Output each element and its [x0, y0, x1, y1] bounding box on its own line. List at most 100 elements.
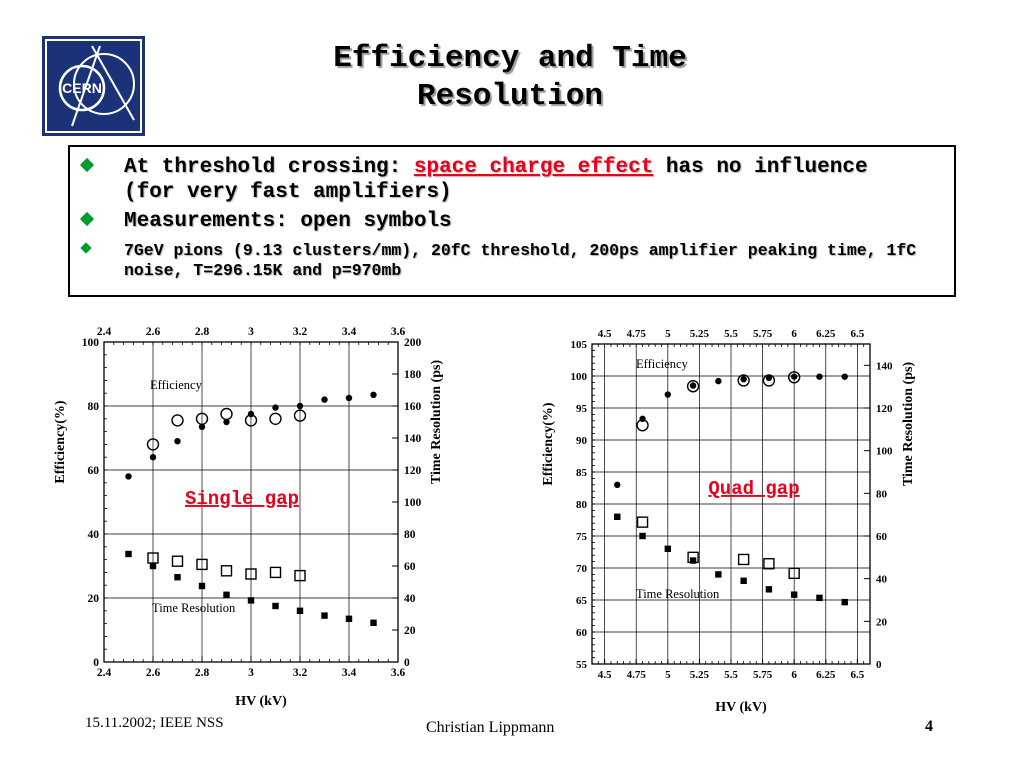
time-resolution-point-open — [788, 567, 800, 580]
efficiency-point-filled — [740, 376, 747, 383]
y-tick-label: 60 — [88, 465, 100, 477]
efficiency-point-open — [171, 414, 184, 427]
x-tick-label: 3.2 — [293, 667, 308, 679]
y-tick-label: 85 — [576, 467, 588, 479]
y-tick-label: 95 — [576, 403, 588, 415]
y2-tick-label: 100 — [876, 446, 893, 458]
time-resolution-point-filled — [247, 597, 255, 604]
x-tick-label-top: 6 — [791, 328, 797, 340]
bullet-box: At threshold crossing: space charge effe… — [68, 145, 956, 297]
y-tick-label: 65 — [576, 595, 588, 607]
efficiency-point-open — [146, 438, 160, 451]
y2-tick-label: 80 — [404, 529, 416, 541]
y-tick-label: 105 — [571, 339, 588, 351]
time-resolution-point-filled — [174, 574, 181, 581]
efficiency-point-filled — [841, 373, 848, 380]
efficiency-point-filled — [715, 377, 722, 385]
time-resolution-annotation: Time Resolution — [636, 587, 720, 601]
y-tick-label: 75 — [576, 531, 588, 543]
efficiency-point-open — [686, 380, 700, 393]
efficiency-point-filled — [223, 418, 230, 426]
efficiency-point-open — [195, 412, 209, 426]
y2-tick-label: 40 — [404, 593, 416, 605]
x-tick-label: 2.8 — [195, 667, 210, 679]
single-gap-chart: 2.42.42.62.62.82.8333.23.23.43.43.63.602… — [53, 326, 444, 709]
x-tick-label: 2.6 — [146, 667, 161, 679]
cern-logo-graphic: CERN — [45, 39, 142, 133]
efficiency-point-filled — [664, 391, 672, 398]
y-axis-label: Efficiency(%) — [541, 402, 556, 486]
cern-logo-text: CERN — [62, 80, 102, 96]
time-resolution-point-filled — [272, 602, 279, 610]
efficiency-point-open — [762, 374, 776, 387]
efficiency-point-filled — [272, 404, 279, 411]
x-tick-label-top: 5.5 — [724, 328, 738, 340]
time-resolution-point-open — [147, 552, 159, 564]
y-tick-label: 55 — [576, 659, 588, 671]
x-tick-label-top: 5.25 — [690, 328, 710, 340]
x-tick-label-top: 4.75 — [627, 328, 647, 340]
time-resolution-point-open — [220, 565, 233, 577]
time-resolution-point-filled — [790, 591, 798, 598]
x-tick-label-top: 3.4 — [342, 326, 357, 338]
y-tick-label: 100 — [82, 337, 100, 349]
x-tick-label-top: 2.6 — [146, 326, 161, 338]
efficiency-point-filled — [125, 473, 132, 480]
y-tick-label: 60 — [576, 627, 588, 639]
efficiency-point-filled — [174, 438, 181, 445]
efficiency-point-filled — [790, 373, 798, 380]
y2-tick-label: 200 — [404, 337, 422, 349]
time-resolution-point-filled — [715, 571, 722, 578]
x-tick-label-top: 6.5 — [850, 328, 864, 340]
time-resolution-point-filled — [614, 513, 621, 520]
efficiency-point-filled — [614, 481, 621, 488]
y2-tick-label: 140 — [876, 360, 893, 372]
x-tick-label: 5.25 — [690, 669, 710, 681]
y2-tick-label: 140 — [404, 433, 422, 445]
efficiency-point-filled — [765, 374, 773, 382]
slide-title: Efficiency and Time Resolution — [180, 40, 840, 116]
y-tick-label: 40 — [88, 529, 100, 541]
x-tick-label-top: 2.4 — [97, 326, 112, 338]
time-resolution-point-open — [171, 555, 184, 567]
y-tick-label: 80 — [576, 499, 588, 511]
y2-tick-label: 60 — [404, 561, 416, 573]
time-resolution-point-open — [763, 558, 775, 570]
efficiency-annotation: Efficiency — [636, 357, 689, 371]
bullet-3-text: 7GeV pions (9.13 clusters/mm), 20fC thre… — [124, 241, 917, 280]
y-axis-label: Efficiency(%) — [53, 400, 68, 484]
x-tick-label: 3 — [248, 667, 254, 679]
time-resolution-point-open — [636, 516, 649, 528]
time-resolution-point-filled — [689, 557, 697, 564]
time-resolution-point-filled — [816, 594, 823, 602]
bullet-1-post: has no influence (for very fast amplifie… — [124, 156, 868, 204]
y-tick-label: 70 — [576, 563, 588, 575]
title-line-2: Resolution — [416, 79, 604, 114]
chart-label: Single gap — [185, 488, 299, 510]
time-resolution-point-open — [737, 553, 750, 566]
x-tick-label: 6.5 — [850, 669, 864, 681]
y2-tick-label: 40 — [876, 574, 888, 586]
y2-tick-label: 160 — [404, 401, 422, 413]
y2-tick-label: 60 — [876, 531, 888, 543]
x-tick-label-top: 2.8 — [195, 326, 210, 338]
page-number: 4 — [925, 718, 933, 735]
efficiency-point-open — [737, 374, 750, 387]
time-resolution-point-filled — [740, 577, 747, 584]
x-tick-label: 5 — [665, 669, 671, 681]
time-resolution-point-filled — [198, 582, 206, 590]
time-resolution-point-filled — [321, 612, 328, 619]
time-resolution-point-filled — [765, 586, 773, 593]
x-tick-label: 6 — [791, 669, 797, 681]
cern-logo: CERN — [42, 36, 145, 136]
efficiency-point-filled — [321, 396, 328, 403]
x-tick-label: 5.5 — [724, 669, 738, 681]
x-tick-label-top: 3.6 — [391, 326, 406, 338]
footer-date-conference: 15.11.2002; IEEE NSS — [85, 715, 224, 731]
bullet-1-pre: At threshold crossing: — [124, 156, 414, 179]
y2-tick-label: 0 — [876, 659, 882, 671]
efficiency-point-open — [269, 412, 282, 426]
x-tick-label: 3.4 — [342, 667, 357, 679]
x-tick-label-top: 5 — [665, 328, 671, 340]
efficiency-point-open — [220, 407, 233, 421]
